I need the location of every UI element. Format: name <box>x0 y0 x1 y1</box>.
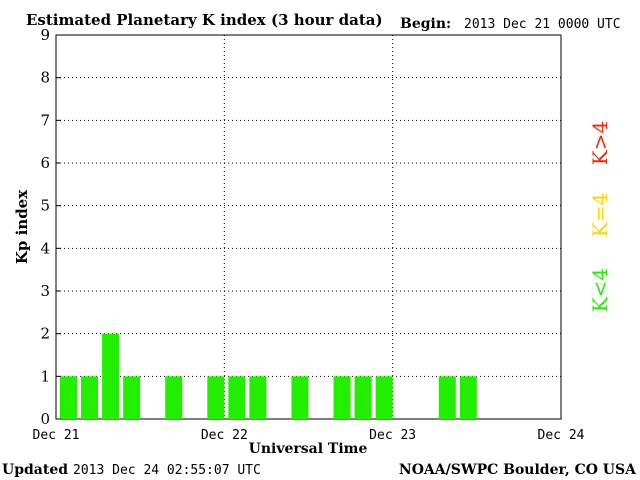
x-tick-label: Dec 21 <box>33 428 80 443</box>
legend-item: K>4 <box>588 121 612 165</box>
legend: K>4 K=4 K<4 <box>588 121 612 312</box>
y-tick-label: 7 <box>40 111 50 129</box>
y-tick-labels: 0 1 2 3 4 5 6 7 8 9 <box>40 26 61 428</box>
kp-bar <box>291 376 309 419</box>
legend-item: K<4 <box>588 268 612 312</box>
x-tick-label: Dec 22 <box>201 428 248 443</box>
plot-frame <box>55 34 562 420</box>
begin-value: 2013 Dec 21 0000 UTC <box>464 17 621 32</box>
kp-bar <box>333 376 351 419</box>
kp-bar <box>459 376 477 419</box>
updated-value: 2013 Dec 24 02:55:07 UTC <box>73 463 261 478</box>
y-tick-label: 5 <box>40 197 50 215</box>
y-tick-label: 0 <box>40 410 50 428</box>
kp-bar <box>60 376 78 419</box>
kp-bar <box>375 376 393 419</box>
bars-group <box>60 333 477 419</box>
kp-bar <box>81 376 99 419</box>
kp-bar <box>249 376 267 419</box>
y-tick-label: 6 <box>40 154 50 172</box>
legend-item: K=4 <box>588 193 612 237</box>
y-tick-label: 8 <box>40 69 50 87</box>
y-axis-label: Kp index <box>13 189 31 264</box>
chart-title: Estimated Planetary K index (3 hour data… <box>26 11 383 29</box>
y-tick-label: 1 <box>40 367 50 385</box>
grid-lines <box>56 35 561 419</box>
kp-bar <box>123 376 141 419</box>
y-tick-label: 9 <box>40 26 50 44</box>
updated-label: Updated <box>2 462 68 478</box>
y-tick-label: 3 <box>40 282 50 300</box>
kp-bar <box>228 376 246 419</box>
x-axis-label: Universal Time <box>249 441 368 457</box>
x-tick-label: Dec 23 <box>369 428 416 443</box>
kp-bar <box>102 333 120 419</box>
y-tick-label: 2 <box>40 325 50 343</box>
source-credit: NOAA/SWPC Boulder, CO USA <box>399 462 637 478</box>
kp-bar <box>354 376 372 419</box>
kp-bar <box>165 376 183 419</box>
kp-bar <box>438 376 456 419</box>
y-tick-label: 4 <box>40 239 50 257</box>
kp-bar <box>207 376 225 419</box>
x-tick-labels: Dec 21 Dec 22 Dec 23 Dec 24 <box>33 428 585 443</box>
x-tick-label: Dec 24 <box>538 428 585 443</box>
begin-label: Begin: <box>400 16 451 32</box>
